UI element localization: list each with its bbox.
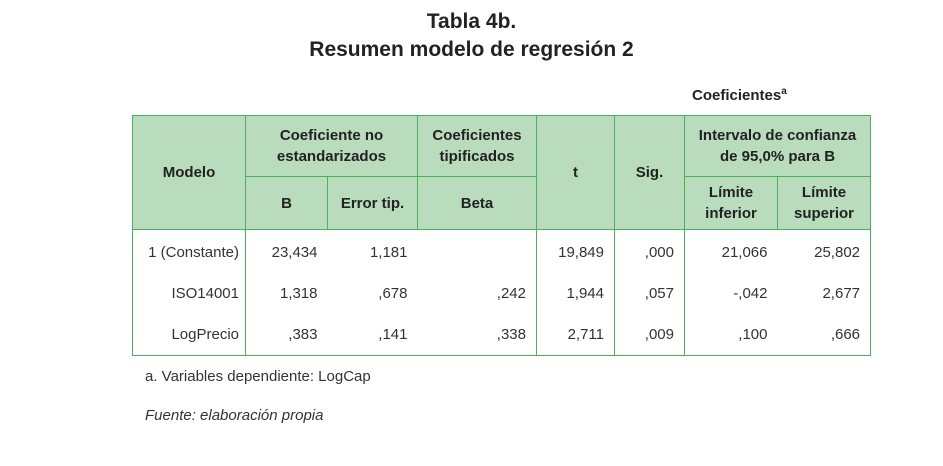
cell-beta (417, 229, 537, 273)
header-lim-sup: Límite superior (776, 176, 872, 230)
row-label: ISO14001 (132, 273, 246, 314)
header-modelo: Modelo (132, 115, 246, 230)
regression-table: Modelo Coeficiente no estandarizados Coe… (132, 115, 872, 356)
header-coef-no-std: Coeficiente no estandarizados (245, 115, 418, 177)
cell-sig: ,000 (614, 229, 685, 273)
cell-lim-sup: 25,802 (777, 229, 872, 273)
caption-footnote-marker: a (781, 86, 787, 97)
header-row-1: Modelo Coeficiente no estandarizados Coe… (132, 115, 872, 230)
cell-b: 1,318 (245, 273, 328, 314)
cell-error: ,678 (327, 273, 418, 314)
cell-sig: ,057 (614, 273, 685, 314)
table-row: 1 (Constante) 23,434 1,181 19,849 ,000 2… (132, 229, 872, 273)
header-intervalo: Intervalo de confianza de 95,0% para B (683, 115, 872, 177)
cell-lim-inf: -,042 (684, 273, 778, 314)
cell-t: 1,944 (536, 273, 615, 314)
cell-t: 2,711 (536, 314, 615, 356)
cell-lim-inf: 21,066 (684, 229, 778, 273)
row-label: LogPrecio (132, 314, 246, 356)
cell-beta: ,242 (417, 273, 537, 314)
caption-text: Coeficientes (692, 87, 782, 104)
table-row: LogPrecio ,383 ,141 ,338 2,711 ,009 ,100… (132, 314, 872, 356)
row-label: 1 (Constante) (132, 229, 246, 273)
header-b: B (245, 176, 328, 230)
source-line: Fuente: elaboración propia (145, 407, 324, 424)
cell-error: 1,181 (327, 229, 418, 273)
header-error: Error tip. (327, 176, 418, 230)
cell-b: ,383 (245, 314, 328, 356)
header-row-2: B Error tip. Beta Límite inferior Límite… (133, 176, 872, 230)
cell-lim-sup: 2,677 (777, 273, 872, 314)
cell-lim-inf: ,100 (684, 314, 778, 356)
cell-t: 19,849 (536, 229, 615, 273)
table-subtitle: Resumen modelo de regresión 2 (309, 38, 634, 61)
coefficients-caption: Coeficientesa (692, 86, 787, 104)
cell-beta: ,338 (417, 314, 537, 356)
cell-lim-sup: ,666 (777, 314, 872, 356)
table-row: ISO14001 1,318 ,678 ,242 1,944 ,057 -,04… (132, 273, 872, 314)
header-beta: Beta (417, 176, 537, 230)
cell-error: ,141 (327, 314, 418, 356)
cell-sig: ,009 (614, 314, 685, 356)
table-footnote: a. Variables dependiente: LogCap (145, 368, 371, 385)
header-lim-inf: Límite inferior (684, 176, 778, 230)
header-coef-tip: Coeficientes tipificados (417, 115, 537, 177)
table-title: Tabla 4b. (426, 10, 517, 33)
header-sig: Sig. (614, 115, 685, 230)
cell-b: 23,434 (245, 229, 328, 273)
header-t: t (536, 115, 615, 230)
